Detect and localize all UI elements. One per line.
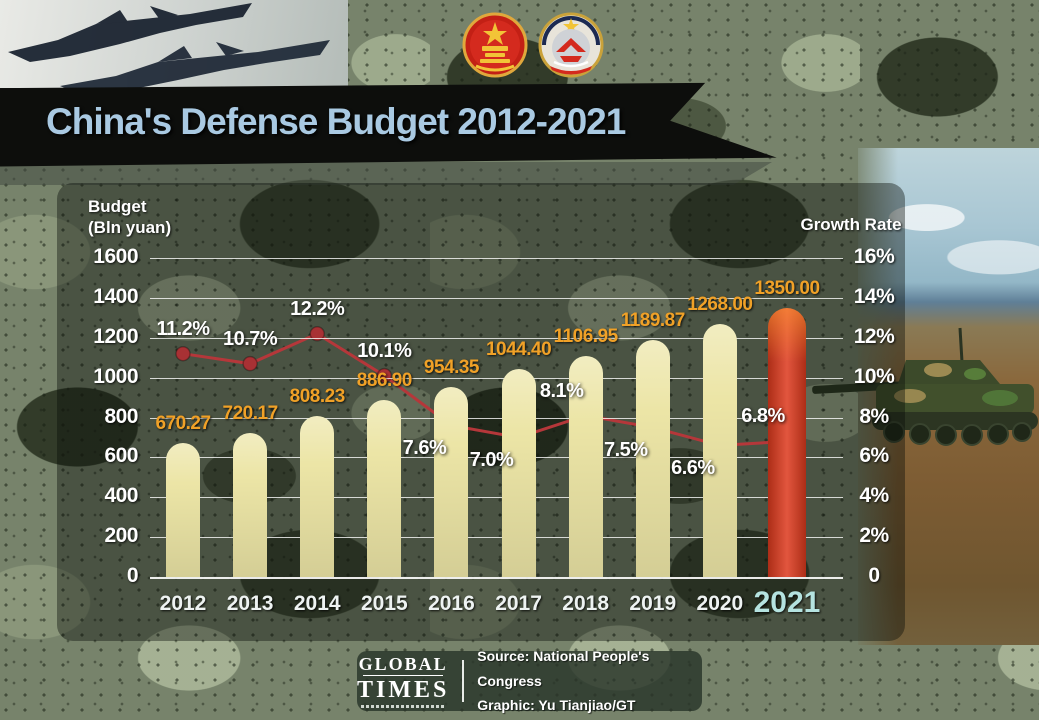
right-axis-tick: 0 [868,564,880,587]
tank-icon [812,327,1038,446]
bar-value-label: 808.23 [289,385,346,407]
bar-value-label: 720.17 [222,403,279,425]
left-axis-title-line1: Budget [88,197,147,216]
growth-rate-label: 12.2% [290,297,345,320]
npc-emblem-icon [462,12,528,78]
left-axis-title-line2: (Bln yuan) [88,218,172,238]
logo-line1: GLOBAL [358,653,448,674]
logo-rule [363,674,444,676]
left-axis-tick: 1400 [93,284,138,308]
banner-shadow [0,162,772,185]
bar-value-label: 1106.95 [553,326,619,348]
gridline [150,337,843,339]
growth-rate-label: 7.6% [402,437,447,460]
gridline [150,377,843,379]
title-banner: China's Defense Budget 2012-2021 [0,82,777,167]
tank-photo [812,148,1039,645]
growth-rate-label: 7.5% [603,439,648,462]
budget-bar [635,339,670,577]
right-axis-tick: 8% [859,404,889,428]
budget-bar [702,324,737,577]
growth-rate-label: 10.1% [357,339,412,362]
bar-value-label: 1268.00 [687,294,753,316]
growth-rate-label: 8.1% [539,379,584,402]
growth-rate-label: 6.8% [741,405,785,428]
right-axis-tick: 10% [853,364,895,388]
bar-value-label: 1350.00 [754,277,820,299]
growth-rate-label: 6.6% [671,457,715,480]
left-axis-tick: 1200 [93,324,138,348]
footer-separator [462,660,465,702]
footer: GLOBAL TIMES Source: National People's C… [357,648,702,713]
growth-rate-label: 7.0% [469,449,514,472]
year-label: 2020 [696,592,744,615]
growth-point [242,355,258,372]
bar-value-label: 954.35 [423,356,480,378]
right-axis-title: Growth Rate [800,215,902,234]
gridline [150,497,843,499]
budget-bar [300,415,335,577]
growth-rate-label: 11.2% [156,317,210,340]
left-axis-tick: 800 [104,404,138,428]
emblems [462,10,604,80]
logo-tagline [361,704,446,708]
year-label: 2019 [629,592,677,615]
budget-bar [434,386,469,577]
source-text: Source: National People's Congress [477,648,650,689]
budget-bar [166,443,200,577]
credits: Source: National People's Congress Graph… [477,644,702,718]
right-axis-tick: 14% [853,284,895,308]
globaltimes-logo: GLOBAL TIMES [357,655,449,708]
year-label: 2017 [495,592,542,615]
year-label: 2014 [293,592,341,615]
page-title: China's Defense Budget 2012-2021 [46,101,626,142]
right-axis-tick: 2% [859,524,889,548]
right-axis-tick: 12% [853,324,895,348]
left-axis-title: Budget (Bln yuan) [88,196,171,239]
gridline [150,297,843,299]
budget-bar [233,433,268,577]
bar-value-label: 670.27 [155,413,211,435]
bar-value-label: 1044.40 [485,338,552,360]
year-label: 2012 [159,592,207,615]
cppcc-emblem-icon [538,12,604,78]
left-axis-tick: 200 [104,524,138,548]
jets-photo [0,0,348,97]
logo-line2: TIMES [357,676,450,703]
bar-value-label: 1189.87 [620,309,686,331]
graphic-credit: Graphic: Yu Tianjiao/GT [477,697,636,714]
gridline [150,577,843,579]
year-label: 2016 [428,592,475,615]
year-label: 2021 [753,586,821,619]
budget-bar [367,400,402,577]
fighter-jet-icon [0,3,348,97]
left-axis-tick: 600 [104,444,138,468]
right-axis-tick: 6% [859,444,889,468]
left-axis-tick: 1000 [93,364,138,388]
gridline [150,537,843,539]
growth-point [175,345,191,362]
right-axis-tick: 4% [859,484,889,508]
left-axis-tick: 1600 [93,245,138,268]
growth-rate-label: 10.7% [223,327,278,350]
year-label: 2015 [360,592,408,615]
gridline [150,258,843,259]
gridline [150,417,843,419]
right-axis-tick: 16% [853,245,895,268]
budget-bar [767,307,806,577]
year-label: 2018 [562,592,610,615]
gridline [150,457,843,459]
bar-value-label: 886.90 [356,370,413,392]
budget-bar [501,368,536,577]
budget-bar [568,356,603,577]
left-axis-tick: 0 [126,564,139,587]
year-label: 2013 [226,592,274,615]
left-axis-tick: 400 [104,484,138,508]
